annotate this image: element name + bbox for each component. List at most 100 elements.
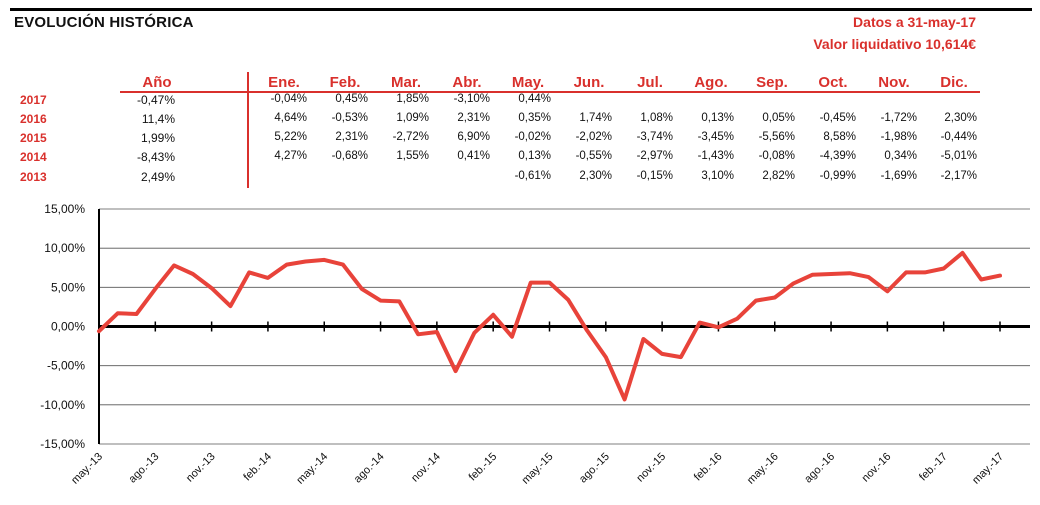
data-point bbox=[923, 270, 927, 274]
data-point bbox=[322, 258, 326, 262]
monthly-return: 0,41% bbox=[457, 150, 490, 162]
data-point bbox=[979, 278, 983, 281]
monthly-return: -0,99% bbox=[819, 170, 856, 182]
data-point bbox=[510, 335, 514, 339]
monthly-return: 0,45% bbox=[335, 93, 368, 105]
monthly-return: 0,13% bbox=[518, 150, 551, 162]
year-label: 2015 bbox=[20, 131, 47, 145]
month-header: May. bbox=[511, 74, 545, 91]
table-header-rule bbox=[120, 91, 980, 93]
data-point bbox=[885, 289, 889, 293]
data-point bbox=[829, 272, 833, 276]
data-point bbox=[266, 276, 270, 280]
data-point bbox=[848, 271, 852, 275]
data-point bbox=[735, 317, 739, 321]
data-point bbox=[679, 355, 683, 359]
x-tick-label: feb.-17 bbox=[917, 451, 950, 484]
data-point bbox=[698, 321, 702, 325]
data-point bbox=[172, 263, 176, 267]
data-date-label: Datos a 31-may-17 bbox=[853, 14, 976, 30]
monthly-return: 1,08% bbox=[640, 112, 673, 124]
x-tick-label: may.-14 bbox=[294, 451, 330, 487]
monthly-return: -0,08% bbox=[758, 150, 795, 162]
x-tick-label: ago.-13 bbox=[127, 451, 162, 486]
y-tick-label: 15,00% bbox=[44, 202, 85, 216]
annual-return: -8,43% bbox=[136, 150, 175, 164]
month-header: Jul. bbox=[637, 74, 663, 91]
monthly-return: -0,44% bbox=[940, 131, 977, 143]
annual-return: 1,99% bbox=[140, 131, 175, 145]
monthly-return: -0,68% bbox=[331, 150, 368, 162]
monthly-return: -1,43% bbox=[697, 150, 734, 162]
data-point bbox=[566, 298, 570, 302]
year-label: 2017 bbox=[20, 93, 47, 107]
monthly-return: 0,34% bbox=[884, 150, 917, 162]
x-tick-label: may.-16 bbox=[745, 451, 781, 487]
nav-value-label: Valor liquidativo 10,614€ bbox=[813, 36, 976, 52]
monthly-return: 3,10% bbox=[701, 170, 734, 182]
year-label: 2014 bbox=[20, 150, 47, 164]
data-point bbox=[397, 299, 401, 303]
x-tick-label: ago.-16 bbox=[802, 451, 837, 486]
data-point bbox=[773, 296, 777, 299]
data-point bbox=[153, 287, 157, 291]
monthly-return: 0,44% bbox=[518, 93, 551, 105]
x-tick-label: ago.-14 bbox=[352, 451, 387, 486]
y-tick-label: 10,00% bbox=[44, 241, 85, 255]
year-column-header: Año bbox=[142, 74, 172, 91]
y-tick-label: -10,00% bbox=[40, 398, 85, 412]
x-tick-label: feb.-15 bbox=[467, 451, 500, 484]
data-point bbox=[379, 299, 383, 303]
monthly-return: 1,55% bbox=[396, 150, 429, 162]
monthly-return: -1,69% bbox=[880, 170, 917, 182]
data-point bbox=[285, 263, 289, 267]
monthly-return: -1,72% bbox=[880, 112, 917, 124]
monthly-return: -3,74% bbox=[636, 131, 673, 143]
x-tick-label: nov.-13 bbox=[184, 451, 218, 485]
data-point bbox=[961, 251, 964, 255]
monthly-return: -0,15% bbox=[636, 170, 673, 182]
monthly-return: 0,13% bbox=[701, 112, 734, 124]
data-point bbox=[942, 267, 946, 270]
monthly-return: 4,27% bbox=[274, 150, 307, 162]
monthly-return: 6,90% bbox=[457, 131, 490, 143]
data-point bbox=[604, 355, 608, 359]
monthly-return: 1,74% bbox=[579, 112, 612, 124]
data-point bbox=[454, 369, 458, 373]
month-header: Feb. bbox=[329, 74, 361, 91]
x-tick-label: nov.-15 bbox=[634, 451, 668, 485]
month-header: Sep. bbox=[756, 74, 788, 91]
data-point bbox=[491, 313, 495, 317]
data-point bbox=[341, 263, 345, 267]
y-tick-label: -15,00% bbox=[40, 437, 85, 451]
monthly-return: -0,04% bbox=[270, 93, 307, 105]
page-title: EVOLUCIÓN HISTÓRICA bbox=[14, 14, 194, 31]
performance-chart: 15,00% 10,00% 5,00% 0,00% -5,00% -10,00% -15,0… bbox=[40, 202, 1030, 487]
monthly-return: 2,31% bbox=[335, 131, 368, 143]
data-point bbox=[360, 287, 364, 291]
monthly-return: 5,22% bbox=[274, 131, 307, 143]
monthly-return: -2,02% bbox=[575, 131, 612, 143]
month-header: Dic. bbox=[940, 74, 968, 91]
data-point bbox=[210, 286, 214, 290]
annual-return: 2,49% bbox=[140, 170, 175, 184]
monthly-return: 2,31% bbox=[457, 112, 490, 124]
monthly-return: 8,58% bbox=[823, 131, 856, 143]
monthly-return: -5,56% bbox=[758, 131, 795, 143]
x-tick-label: feb.-16 bbox=[692, 451, 725, 484]
data-point bbox=[97, 329, 101, 333]
data-point bbox=[641, 337, 645, 341]
month-header: Ago. bbox=[694, 74, 728, 91]
year-label: 2016 bbox=[20, 112, 47, 126]
data-point bbox=[792, 281, 795, 285]
y-tick-label: -5,00% bbox=[47, 359, 85, 373]
monthly-return: 2,30% bbox=[579, 170, 612, 182]
data-point bbox=[904, 270, 908, 274]
monthly-return: -3,45% bbox=[697, 131, 734, 143]
data-point bbox=[810, 273, 814, 277]
table-year-separator bbox=[247, 72, 249, 188]
monthly-return: 1,85% bbox=[396, 93, 429, 105]
data-point bbox=[247, 270, 251, 274]
data-point bbox=[191, 272, 195, 276]
data-point bbox=[435, 330, 439, 334]
